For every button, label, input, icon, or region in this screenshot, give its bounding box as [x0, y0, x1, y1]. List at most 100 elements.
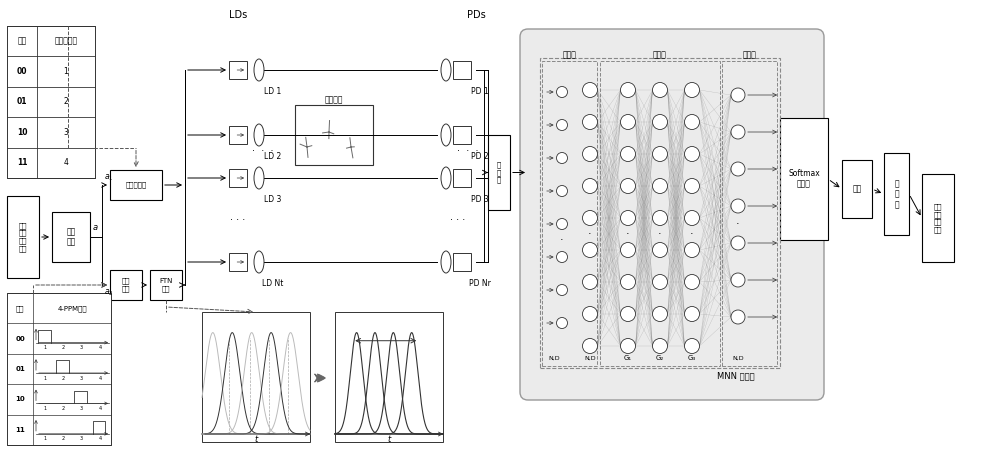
Bar [295, 105, 373, 165]
Text: 4: 4 [98, 375, 101, 381]
Text: LD 1: LD 1 [264, 87, 282, 96]
Text: 1: 1 [64, 67, 68, 76]
Text: LDs: LDs [229, 10, 247, 20]
Circle shape [556, 219, 568, 230]
Circle shape [731, 199, 745, 213]
FancyBboxPatch shape [488, 135, 510, 210]
Text: 2: 2 [62, 436, 65, 441]
Text: PD 3: PD 3 [471, 195, 489, 204]
Bar [335, 312, 443, 442]
Text: 大气信道: 大气信道 [325, 95, 343, 104]
Circle shape [556, 252, 568, 262]
Circle shape [652, 179, 668, 194]
Text: 激光器映射: 激光器映射 [125, 182, 147, 188]
Circle shape [731, 310, 745, 324]
Text: 2: 2 [64, 98, 68, 107]
Circle shape [556, 185, 568, 197]
Text: 3: 3 [80, 406, 83, 411]
Text: 1: 1 [44, 375, 47, 381]
Text: 串并
转换: 串并 转换 [66, 227, 76, 247]
Text: 10: 10 [17, 128, 27, 137]
Bar [229, 126, 247, 144]
Text: 2: 2 [62, 345, 65, 350]
Text: LD Nt: LD Nt [262, 279, 284, 288]
Text: 下
采
样: 下 采 样 [497, 162, 501, 184]
Circle shape [620, 179, 636, 194]
Text: 输出层: 输出层 [743, 50, 756, 59]
Text: 4: 4 [64, 158, 68, 167]
Text: PD 2: PD 2 [471, 152, 489, 161]
Circle shape [684, 114, 700, 130]
Text: LD 3: LD 3 [264, 195, 282, 204]
Text: a: a [93, 223, 98, 232]
Circle shape [731, 162, 745, 176]
Text: G₃: G₃ [688, 355, 696, 361]
Ellipse shape [441, 59, 451, 81]
FancyBboxPatch shape [52, 212, 90, 262]
Circle shape [582, 147, 598, 162]
Bar [453, 61, 471, 79]
Circle shape [620, 147, 636, 162]
Circle shape [556, 284, 568, 296]
Circle shape [684, 211, 700, 225]
Bar [453, 126, 471, 144]
Circle shape [582, 306, 598, 321]
Text: $a_1$: $a_1$ [104, 172, 114, 183]
Circle shape [731, 125, 745, 139]
Text: 4: 4 [98, 406, 101, 411]
Circle shape [582, 114, 598, 130]
Circle shape [684, 338, 700, 354]
Text: 3: 3 [80, 436, 83, 441]
Text: 隐藏层: 隐藏层 [653, 50, 667, 59]
Text: ·  ·  ·: · · · [252, 147, 274, 157]
FancyBboxPatch shape [110, 170, 162, 200]
Circle shape [556, 318, 568, 328]
Text: ·: · [588, 229, 592, 239]
Bar [229, 169, 247, 187]
Bar [7, 293, 111, 445]
Circle shape [731, 273, 745, 287]
Text: 00: 00 [17, 67, 27, 76]
Text: t: t [387, 436, 391, 445]
Text: 判决: 判决 [852, 184, 862, 194]
Circle shape [684, 243, 700, 257]
Circle shape [652, 82, 668, 98]
FancyBboxPatch shape [884, 153, 909, 235]
Text: ·: · [626, 229, 630, 239]
Circle shape [556, 153, 568, 163]
Ellipse shape [254, 59, 264, 81]
Text: 01: 01 [17, 98, 27, 107]
Ellipse shape [254, 124, 264, 146]
Text: 4-PPM符号: 4-PPM符号 [57, 305, 87, 311]
Text: N,D: N,D [732, 356, 744, 361]
Text: LD 2: LD 2 [264, 152, 282, 161]
Ellipse shape [254, 167, 264, 189]
Text: 3: 3 [80, 345, 83, 350]
Circle shape [684, 306, 700, 321]
Text: PD 1: PD 1 [471, 87, 489, 96]
Text: G₂: G₂ [656, 355, 664, 361]
Circle shape [620, 274, 636, 289]
Text: · · ·: · · · [450, 215, 466, 225]
Text: t: t [254, 436, 258, 445]
Text: MNN 译码器: MNN 译码器 [717, 371, 754, 380]
Text: N,D: N,D [584, 356, 596, 361]
Text: $a_2$: $a_2$ [104, 287, 114, 297]
Text: 3: 3 [80, 375, 83, 381]
Bar [229, 61, 247, 79]
Text: G₁: G₁ [624, 355, 632, 361]
Text: 1: 1 [44, 406, 47, 411]
Ellipse shape [254, 251, 264, 273]
Text: 1: 1 [44, 345, 47, 350]
Bar [229, 253, 247, 271]
Text: 11: 11 [15, 427, 25, 433]
Ellipse shape [441, 124, 451, 146]
Bar [453, 169, 471, 187]
Text: 解
映
射: 解 映 射 [894, 179, 899, 209]
Text: 输出
二进
制信
息流: 输出 二进 制信 息流 [934, 203, 942, 233]
Text: 11: 11 [17, 158, 27, 167]
Circle shape [620, 82, 636, 98]
Text: 4: 4 [98, 345, 101, 350]
Circle shape [652, 211, 668, 225]
Circle shape [652, 114, 668, 130]
